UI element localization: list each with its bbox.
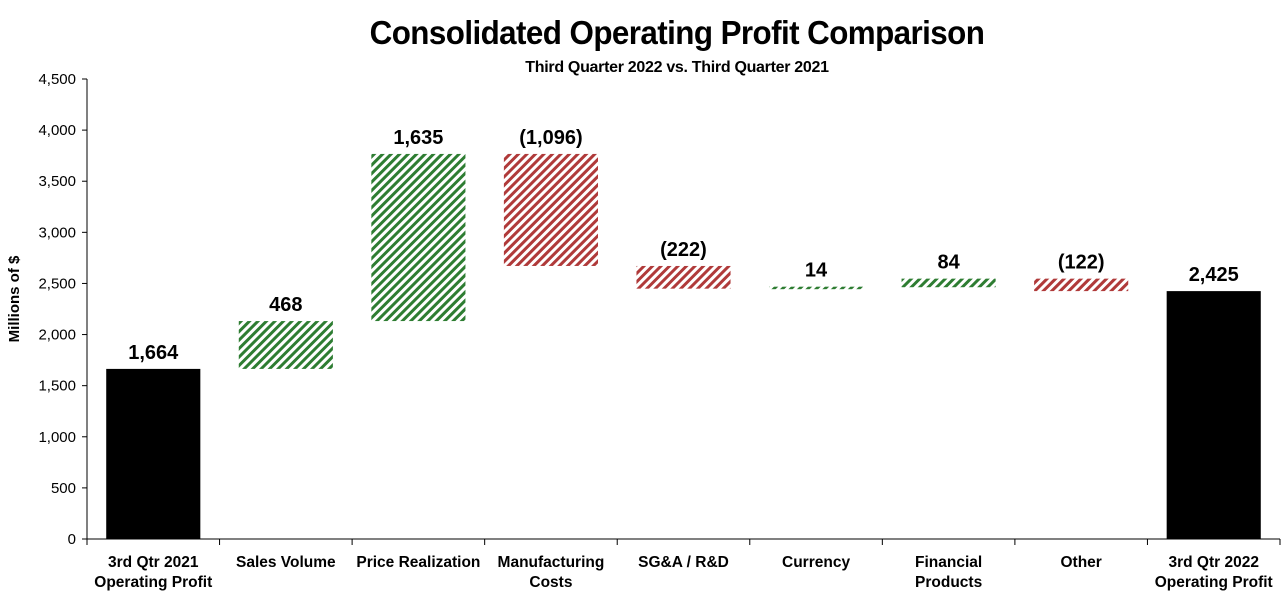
y-axis-title: Millions of $	[6, 255, 23, 342]
chart-title: Consolidated Operating Profit Comparison	[369, 14, 985, 51]
data-label: (122)	[1058, 252, 1105, 274]
bar-5	[768, 286, 864, 290]
bar-4	[636, 265, 731, 289]
y-tick-label: 4,000	[38, 122, 76, 139]
x-category-label: Currency	[782, 554, 850, 571]
x-category-label: 3rd Qtr 2021	[108, 554, 199, 571]
data-label: 2,425	[1189, 264, 1239, 286]
y-tick-label: 0	[68, 531, 76, 548]
x-category-label: Products	[915, 574, 982, 591]
data-label: (222)	[660, 239, 707, 261]
y-tick-label: 3,500	[38, 173, 76, 190]
x-category-label: Price Realization	[356, 554, 480, 571]
data-label: 84	[937, 252, 960, 274]
x-category-label: Operating Profit	[1155, 574, 1273, 591]
data-label: 1,635	[393, 127, 443, 149]
data-label: 468	[269, 294, 302, 316]
data-label: 1,664	[128, 342, 179, 364]
bar-2	[371, 153, 466, 322]
y-tick-label: 1,500	[38, 378, 76, 395]
bars	[106, 153, 1261, 539]
x-category-label: SG&A / R&D	[638, 554, 729, 571]
y-tick-label: 2,000	[38, 327, 76, 344]
chart-subtitle: Third Quarter 2022 vs. Third Quarter 202…	[525, 59, 829, 76]
x-category-label: Operating Profit	[94, 574, 212, 591]
labels: 1,664 3rd Qtr 2021 Operating Profit 468 Sale…	[94, 127, 1272, 591]
x-category-label: Costs	[529, 574, 572, 591]
y-tick-label: 4,500	[38, 71, 76, 88]
x-category-label: 3rd Qtr 2022	[1168, 554, 1258, 571]
x-category-label: Other	[1060, 554, 1101, 571]
bar-6	[901, 278, 996, 288]
data-label: 14	[805, 260, 828, 282]
x-category-label: Manufacturing	[498, 554, 605, 571]
bar-1	[238, 321, 333, 369]
axes: 0 500 1,000 1,500 2,000 2,500 3,000 3,500 4,000 4…	[6, 71, 1281, 548]
y-tick-label: 500	[51, 480, 76, 497]
bar-7	[1034, 278, 1129, 292]
y-tick-label: 3,000	[38, 224, 76, 241]
y-tick-label: 1,000	[38, 429, 76, 446]
bar-8	[1166, 291, 1261, 539]
x-category-label: Sales Volume	[236, 554, 336, 571]
x-category-label: Financial	[915, 554, 982, 571]
bar-0	[106, 368, 201, 539]
y-tick-label: 2,500	[38, 275, 76, 292]
bar-3	[503, 153, 599, 266]
data-label: (1,096)	[519, 127, 582, 149]
